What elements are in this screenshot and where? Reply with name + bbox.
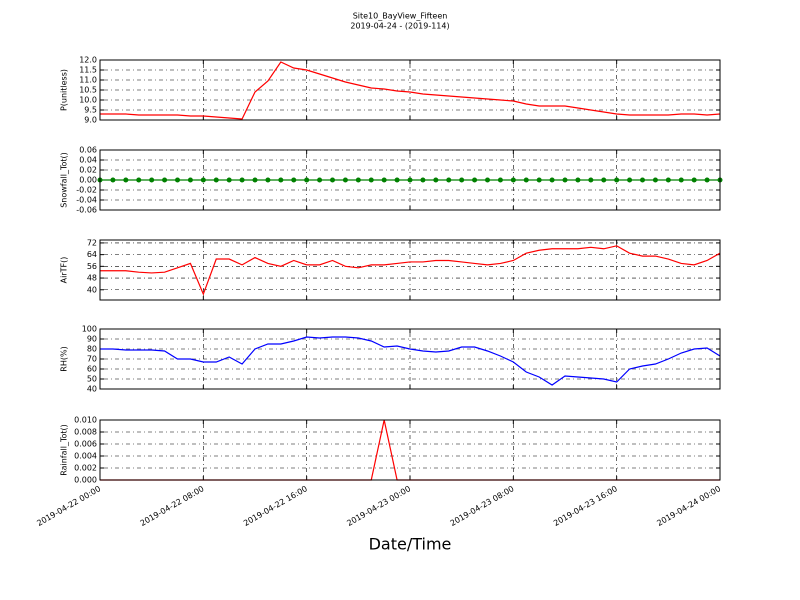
y-tick-label: 0.006 — [74, 440, 97, 449]
data-point — [187, 177, 193, 183]
data-point — [691, 177, 697, 183]
data-point — [226, 177, 232, 183]
data-point — [665, 177, 671, 183]
data-point — [136, 177, 142, 183]
data-point — [239, 177, 245, 183]
data-point — [510, 177, 516, 183]
data-point — [446, 177, 452, 183]
y-tick-label: 0.04 — [79, 156, 97, 165]
y-tick-label: 64 — [87, 250, 97, 259]
data-point — [123, 177, 129, 183]
y-axis-label: P(unitless) — [60, 69, 69, 111]
data-point — [678, 177, 684, 183]
data-point — [355, 177, 361, 183]
data-point — [485, 177, 490, 183]
data-point — [162, 177, 168, 183]
data-point — [304, 177, 310, 183]
data-point — [317, 177, 323, 183]
y-tick-label: 60 — [87, 365, 97, 374]
y-tick-label: 0.010 — [74, 416, 97, 425]
data-point — [368, 177, 374, 183]
data-point — [536, 177, 542, 183]
y-tick-label: 10.5 — [79, 86, 97, 95]
data-point — [110, 177, 116, 183]
data-line — [100, 336, 721, 386]
y-tick-label: 11.0 — [79, 76, 97, 85]
y-tick-label: 0.02 — [79, 166, 97, 175]
plot-frame — [99, 149, 721, 211]
data-point — [200, 177, 206, 183]
y-tick-label: 0.002 — [74, 464, 97, 473]
y-tick-label: -0.06 — [76, 206, 97, 215]
data-point — [381, 177, 387, 183]
data-point — [278, 177, 284, 183]
data-point — [472, 177, 478, 183]
data-point — [562, 177, 568, 183]
y-tick-label: 40 — [87, 285, 97, 294]
y-tick-label: 72 — [87, 238, 97, 247]
y-tick-label: 50 — [87, 375, 97, 384]
data-line — [100, 245, 721, 296]
data-point — [394, 177, 400, 183]
y-tick-label: 12.0 — [79, 56, 97, 65]
data-point — [575, 177, 581, 183]
data-point — [627, 177, 633, 183]
y-tick-label: -0.04 — [76, 196, 97, 205]
data-point — [497, 177, 503, 183]
y-axis-label: Snowfall_Tot() — [60, 152, 69, 208]
data-point — [601, 177, 607, 183]
chart-title: Site10_BayView_Fifteen — [353, 12, 448, 21]
y-tick-label: 9.5 — [84, 106, 97, 115]
data-point — [459, 177, 465, 183]
y-tick-label: 0.000 — [74, 476, 97, 485]
chart-subtitle: 2019-04-24 - (2019-114) — [350, 22, 449, 31]
y-tick-label: 0.00 — [79, 176, 97, 185]
data-point — [213, 177, 219, 183]
data-point — [291, 177, 297, 183]
plot-frame — [99, 239, 721, 301]
y-axis-label: Rainfall_Tot() — [60, 424, 69, 476]
y-tick-label: 0.008 — [74, 428, 97, 437]
y-axis-label: RH(%) — [60, 346, 69, 371]
y-tick-label: 100 — [82, 325, 97, 334]
y-tick-label: 11.5 — [79, 66, 97, 75]
data-point — [407, 177, 413, 183]
y-tick-label: 10.0 — [79, 96, 97, 105]
data-line — [100, 61, 721, 120]
data-point — [640, 177, 645, 183]
data-point — [342, 177, 348, 183]
y-tick-label: 90 — [87, 335, 97, 344]
x-axis-label: Date/Time — [369, 535, 452, 554]
data-point — [652, 177, 658, 183]
data-point — [588, 177, 594, 183]
y-tick-label: 0.06 — [79, 146, 97, 155]
y-tick-label: 80 — [87, 345, 97, 354]
data-point — [175, 177, 180, 183]
plot-frame — [99, 419, 721, 481]
y-tick-label: 9.0 — [84, 116, 97, 125]
y-tick-label: -0.02 — [76, 186, 97, 195]
y-tick-label: 0.004 — [74, 452, 97, 461]
data-point — [523, 177, 529, 183]
data-point — [614, 177, 620, 183]
y-tick-label: 48 — [87, 274, 97, 283]
data-point — [549, 177, 555, 183]
data-point — [149, 177, 155, 183]
plot-frame — [99, 59, 721, 121]
data-point — [330, 177, 335, 183]
data-point — [433, 177, 439, 183]
data-point — [265, 177, 271, 183]
y-tick-label: 70 — [87, 355, 97, 364]
data-point — [420, 177, 426, 183]
plot-frame — [99, 328, 721, 390]
y-tick-label: 40 — [87, 385, 97, 394]
y-tick-label: 56 — [87, 262, 97, 271]
data-point — [704, 177, 710, 183]
data-point — [252, 177, 258, 183]
y-axis-label: AirTF() — [60, 257, 69, 284]
